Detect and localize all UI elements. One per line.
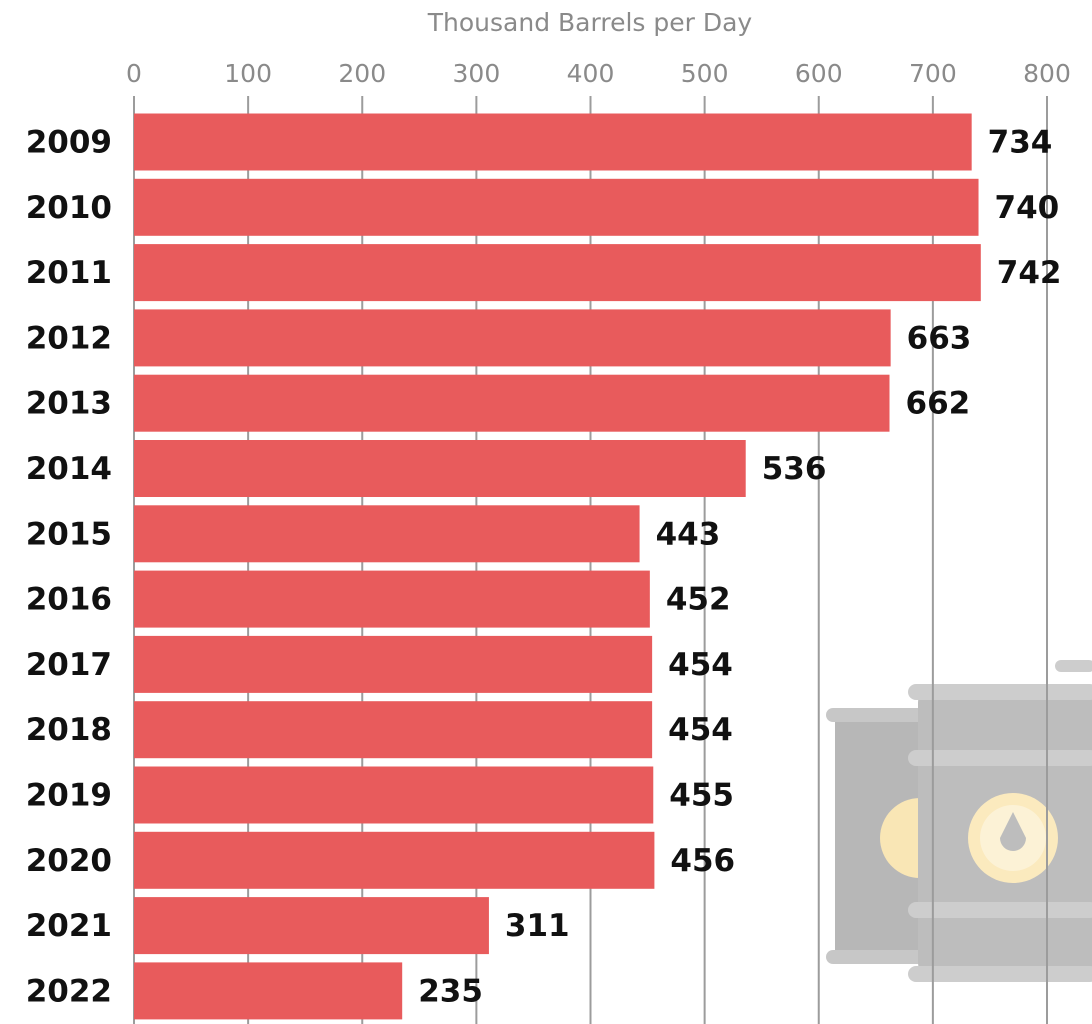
bar — [134, 635, 653, 693]
value-label: 734 — [988, 125, 1053, 161]
y-tick-label: 2016 — [26, 582, 112, 618]
y-tick-label: 2022 — [26, 973, 112, 1009]
x-tick-label: 400 — [567, 59, 615, 88]
value-label: 454 — [668, 647, 733, 683]
y-tick-label: 2012 — [26, 320, 112, 356]
y-tick-label: 2017 — [26, 647, 112, 683]
axis-title: Thousand Barrels per Day — [427, 8, 753, 37]
y-tick-label: 2010 — [26, 190, 112, 226]
x-tick-label: 100 — [224, 59, 272, 88]
x-tick-label: 700 — [909, 59, 957, 88]
y-tick-label: 2020 — [26, 843, 112, 879]
bar — [134, 244, 981, 302]
barrels-illustration — [826, 660, 1092, 982]
bar — [134, 309, 891, 367]
x-tick-label: 600 — [795, 59, 843, 88]
bar — [134, 505, 640, 563]
y-tick-label: 2021 — [26, 908, 112, 944]
bar — [134, 440, 746, 497]
value-label: 311 — [505, 908, 570, 944]
x-tick-label: 300 — [453, 59, 501, 88]
y-tick-label: 2014 — [26, 451, 112, 487]
bar — [134, 178, 979, 236]
bar — [134, 374, 890, 432]
bar — [134, 962, 403, 1020]
bar — [134, 766, 654, 824]
bar — [134, 570, 650, 628]
value-label: 742 — [997, 255, 1062, 291]
value-label: 452 — [666, 582, 731, 618]
x-tick-label: 500 — [681, 59, 729, 88]
value-label: 662 — [906, 386, 971, 422]
y-tick-label: 2019 — [26, 778, 112, 814]
y-tick-label: 2009 — [26, 125, 112, 161]
y-tick-label: 2015 — [26, 516, 112, 552]
value-label: 454 — [668, 712, 733, 748]
bar — [134, 113, 972, 171]
value-label: 455 — [669, 778, 734, 814]
value-label: 235 — [418, 973, 483, 1009]
value-label: 456 — [670, 843, 735, 879]
x-tick-label: 800 — [1023, 59, 1071, 88]
x-tick-label: 200 — [338, 59, 386, 88]
x-tick-label: 0 — [126, 59, 142, 88]
value-label: 740 — [995, 190, 1060, 226]
bar — [134, 831, 655, 889]
bar — [134, 701, 653, 759]
value-label: 443 — [656, 516, 721, 552]
bar — [134, 897, 489, 955]
y-tick-label: 2013 — [26, 386, 112, 422]
y-tick-label: 2018 — [26, 712, 112, 748]
value-label: 663 — [907, 320, 972, 356]
y-tick-label: 2011 — [26, 255, 112, 291]
value-label: 536 — [762, 451, 827, 487]
